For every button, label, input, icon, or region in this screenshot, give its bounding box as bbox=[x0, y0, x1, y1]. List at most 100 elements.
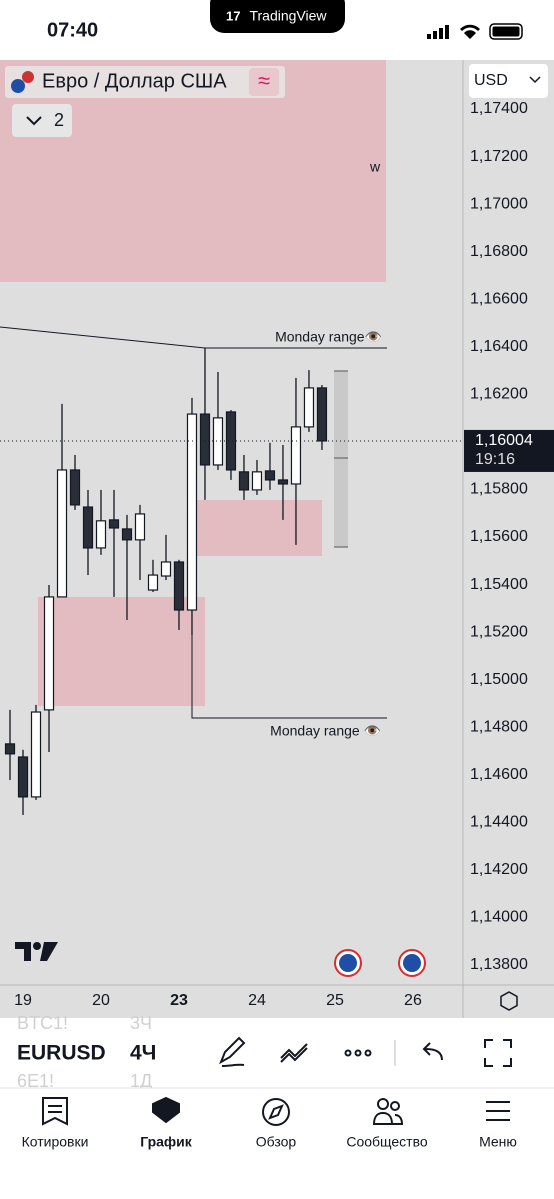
candle-body bbox=[290, 426, 302, 485]
candle-body bbox=[173, 561, 185, 611]
candle-body bbox=[225, 411, 237, 471]
interval-option[interactable]: 1Д bbox=[130, 1071, 152, 1091]
nav-label[interactable]: Котировки bbox=[22, 1134, 89, 1150]
app-logo: 17 bbox=[226, 8, 240, 23]
nav-label[interactable]: Сообщество bbox=[346, 1134, 428, 1150]
y-tick-label: 1,16800 bbox=[470, 243, 528, 260]
indicator-count: 2 bbox=[54, 110, 64, 130]
symbol-option[interactable]: 6E1! bbox=[17, 1071, 54, 1091]
symbol-option[interactable]: BTC1! bbox=[17, 1013, 68, 1033]
y-tick-label: 1,17000 bbox=[470, 195, 528, 212]
zone bbox=[197, 500, 322, 556]
lines-tool[interactable] bbox=[280, 1043, 308, 1063]
countdown: 19:16 bbox=[475, 451, 515, 468]
nav-icon bbox=[372, 1098, 404, 1125]
app-name: TradingView bbox=[249, 8, 327, 24]
price-label: 1,16004 bbox=[475, 432, 533, 449]
candle-body bbox=[30, 711, 42, 798]
candle-body bbox=[199, 413, 211, 466]
candle-body bbox=[251, 471, 263, 491]
symbol-name: Евро / Доллар США bbox=[42, 70, 227, 92]
y-tick-label: 1,13800 bbox=[470, 956, 528, 973]
candle-body bbox=[238, 471, 250, 491]
x-tick-label: 19 bbox=[14, 992, 32, 1009]
candle-body bbox=[43, 596, 55, 711]
x-tick-label: 25 bbox=[326, 992, 344, 1009]
y-tick-label: 1,15800 bbox=[470, 481, 528, 498]
interval-option[interactable]: 3Ч bbox=[130, 1013, 152, 1033]
more-tool[interactable] bbox=[344, 1049, 372, 1057]
app-pill bbox=[210, 0, 345, 33]
nav-bar bbox=[0, 1088, 554, 1199]
y-tick-label: 1,15200 bbox=[470, 623, 528, 640]
y-tick-label: 1,16600 bbox=[470, 290, 528, 307]
undo[interactable] bbox=[422, 1042, 443, 1061]
tv-logo bbox=[15, 942, 58, 961]
y-tick-label: 1,14800 bbox=[470, 718, 528, 735]
candle-body bbox=[95, 520, 107, 549]
annotation: Monday range👁️ bbox=[275, 329, 382, 345]
x-tick-label: 23 bbox=[170, 992, 188, 1009]
y-tick-label: 1,17400 bbox=[470, 100, 528, 117]
zone bbox=[38, 597, 205, 706]
y-tick-label: 1,15600 bbox=[470, 528, 528, 545]
range-bar bbox=[334, 371, 348, 547]
y-tick-label: 1,15000 bbox=[470, 671, 528, 688]
annotation: w bbox=[369, 159, 381, 175]
candle-body bbox=[4, 743, 16, 755]
plot bbox=[0, 347, 463, 815]
candle-body bbox=[82, 506, 94, 549]
nav-icon bbox=[268, 1104, 284, 1120]
indicators-toggle[interactable]: 2 bbox=[12, 104, 72, 137]
currency: USD bbox=[474, 72, 508, 89]
y-tick-label: 1,15400 bbox=[470, 576, 528, 593]
interval-current[interactable]: 4Ч bbox=[130, 1042, 156, 1065]
candle-body bbox=[264, 470, 276, 481]
svg-text:≈: ≈ bbox=[258, 68, 270, 93]
draw-tool[interactable] bbox=[219, 1036, 246, 1067]
event-icons bbox=[334, 949, 426, 977]
range-bar-ticks bbox=[334, 370, 348, 548]
nav-label[interactable]: График bbox=[140, 1134, 193, 1150]
candle-body bbox=[108, 519, 120, 529]
y-tick-label: 1,17200 bbox=[470, 148, 528, 165]
annotation: Monday range 👁️ bbox=[270, 723, 381, 739]
price-label-box bbox=[464, 429, 554, 472]
candle-body bbox=[212, 417, 224, 466]
y-tick-label: 1,14200 bbox=[470, 861, 528, 878]
x-tick-label: 24 bbox=[248, 992, 266, 1009]
nav-icon bbox=[486, 1101, 510, 1121]
nav-label[interactable]: Обзор bbox=[256, 1134, 297, 1150]
x-tick-label: 20 bbox=[92, 992, 110, 1009]
y-tick-label: 1,16400 bbox=[470, 338, 528, 355]
nav-icon bbox=[42, 1097, 68, 1126]
nav-label[interactable]: Меню bbox=[479, 1134, 517, 1150]
y-tick-label: 1,14000 bbox=[470, 909, 528, 926]
y-tick-label: 1,14400 bbox=[470, 814, 528, 831]
status-icons bbox=[427, 23, 523, 40]
range-line bbox=[191, 598, 387, 719]
candle-body bbox=[316, 387, 328, 442]
y-tick-label: 1,14600 bbox=[470, 766, 528, 783]
clock: 07:40 bbox=[47, 19, 98, 41]
candle-body bbox=[147, 574, 159, 591]
candle-body bbox=[134, 513, 146, 541]
symbol-current[interactable]: EURUSD bbox=[17, 1042, 106, 1065]
symbol-chip[interactable]: Евро / Доллар США ≈ bbox=[5, 66, 285, 98]
fullscreen[interactable] bbox=[484, 1039, 512, 1067]
toolbar bbox=[0, 1018, 554, 1088]
nav-icon bbox=[262, 1098, 290, 1126]
settings-icon[interactable] bbox=[500, 991, 518, 1011]
candle-body bbox=[121, 528, 133, 541]
currency-button[interactable]: USD bbox=[469, 64, 548, 98]
y-tick-label: 1,16200 bbox=[470, 386, 528, 403]
x-tick-label: 26 bbox=[404, 992, 422, 1009]
candle-body bbox=[17, 756, 29, 798]
nav-icon bbox=[152, 1096, 180, 1124]
candle-body bbox=[69, 469, 81, 506]
candle-body bbox=[303, 387, 315, 428]
candle-body bbox=[56, 469, 68, 598]
candle-body bbox=[277, 479, 289, 485]
candle-body bbox=[160, 561, 172, 577]
